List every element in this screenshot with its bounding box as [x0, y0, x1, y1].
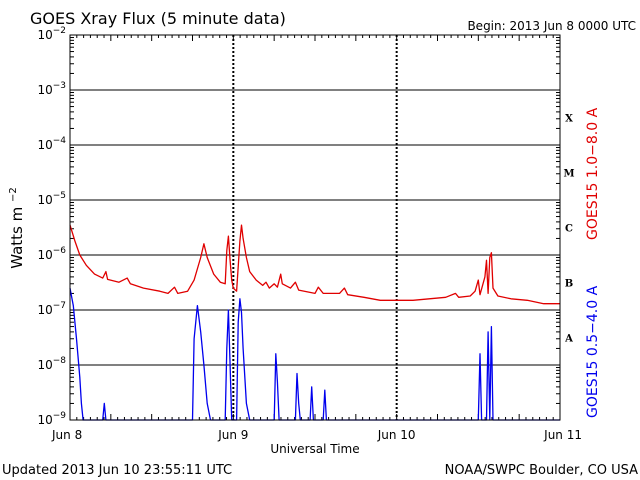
y-axis-label-sup: −2	[8, 187, 19, 202]
y-tick-base: 10	[37, 248, 52, 262]
y-tick-exponent: −9	[53, 411, 67, 421]
x-tick-label: Jun 11	[543, 428, 582, 442]
flare-class-c: C	[565, 224, 573, 235]
gridlines	[70, 35, 560, 420]
y-tick-base: 10	[37, 83, 52, 97]
y-tick-base: 10	[37, 193, 52, 207]
flare-class-labels: A B C M X	[563, 114, 574, 345]
axis-ticks	[70, 35, 560, 420]
y-tick-label: 10−9	[37, 411, 66, 427]
updated-timestamp: Updated 2013 Jun 10 23:55:11 UTC	[2, 463, 232, 478]
y-axis-label: Watts m −2	[8, 187, 26, 269]
y-tick-label: 10−5	[37, 191, 66, 207]
x-tick-label: Jun 10	[377, 428, 416, 442]
y-tick-label: 10−8	[37, 356, 66, 372]
begin-label: Begin: 2013 Jun 8 0000 UTC	[467, 19, 636, 33]
y-tick-exponent: −2	[53, 26, 66, 36]
x-tick-label: Jun 9	[217, 428, 248, 442]
legend-long-channel: GOES15 1.0−8.0 A	[585, 107, 601, 240]
x-tick-labels: Jun 8 Jun 9 Jun 10 Jun 11	[51, 428, 582, 442]
y-tick-base: 10	[37, 138, 52, 152]
y-tick-label: 10−2	[37, 26, 66, 42]
y-tick-label: 10−4	[37, 136, 66, 152]
y-tick-base: 10	[37, 28, 52, 42]
legend-short-channel: GOES15 0.5−4.0 A	[585, 285, 601, 418]
y-axis-label-base: Watts m	[8, 207, 26, 269]
y-tick-label: 10−6	[37, 246, 66, 262]
flare-class-a: A	[564, 334, 573, 345]
plot-frame	[69, 34, 561, 421]
y-tick-exponent: −7	[53, 301, 66, 311]
y-tick-exponent: −6	[53, 246, 67, 256]
flare-class-b: B	[565, 279, 573, 290]
x-tick-label: Jun 8	[51, 428, 82, 442]
y-tick-base: 10	[37, 303, 52, 317]
series-line-0	[69, 224, 560, 305]
x-axis-label: Universal Time	[270, 442, 359, 456]
series-line-1	[69, 287, 560, 421]
y-tick-exponent: −4	[53, 136, 67, 146]
y-tick-base: 10	[37, 358, 52, 372]
credit-label: NOAA/SWPC Boulder, CO USA	[445, 463, 638, 478]
chart-title: GOES Xray Flux (5 minute data)	[30, 9, 286, 28]
series-lines	[69, 224, 560, 421]
y-tick-label: 10−3	[37, 81, 66, 97]
flare-class-m: M	[563, 169, 574, 180]
y-tick-labels: 10−910−810−710−610−510−410−310−2	[37, 26, 66, 427]
y-tick-exponent: −8	[53, 356, 67, 366]
y-tick-base: 10	[37, 413, 52, 427]
y-tick-label: 10−7	[37, 301, 66, 317]
flare-class-x: X	[565, 114, 573, 125]
y-tick-exponent: −5	[53, 191, 66, 201]
y-tick-exponent: −3	[53, 81, 66, 91]
